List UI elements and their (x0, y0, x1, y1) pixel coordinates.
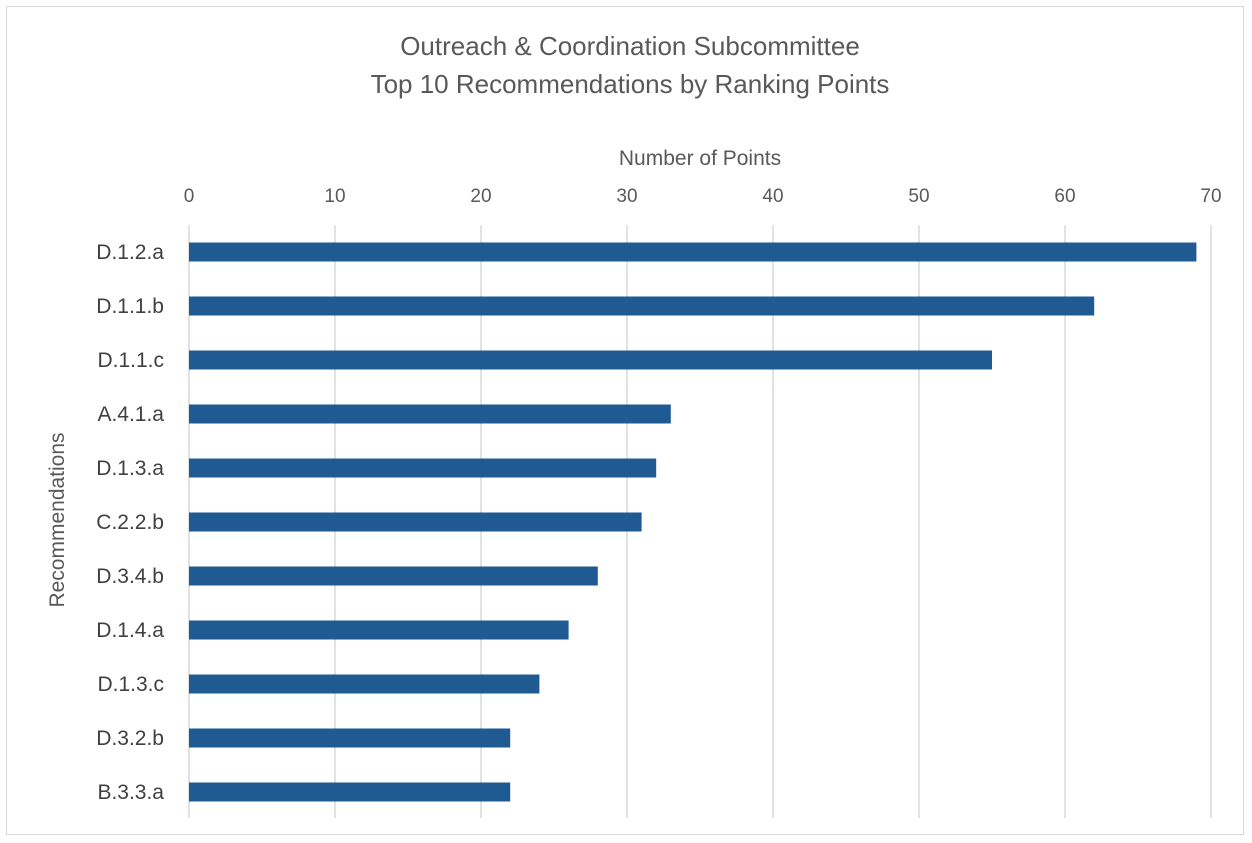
x-axis-title: Number of Points (619, 147, 781, 170)
x-tick-label: 50 (908, 186, 929, 207)
bar-D.1.3.c (189, 674, 540, 694)
bar-D.1.4.a (189, 620, 569, 640)
bar-D.3.2.b (189, 728, 511, 748)
bar-A.4.1.a (189, 404, 671, 424)
chart-title: Outreach & Coordination Subcommittee (400, 31, 860, 61)
x-tick-label: 20 (470, 186, 491, 207)
x-tick-label: 70 (1200, 186, 1221, 207)
bar-C.2.2.b (189, 512, 642, 532)
x-tick-label: 60 (1054, 186, 1075, 207)
category-labels: D.1.2.a D.1.1.b D.1.1.c A.4.1.a D.1.3.a C.2.2… (96, 241, 164, 804)
bar-D.3.4.b (189, 566, 598, 586)
category-label: D.3.2.b (96, 727, 164, 750)
bar-D.1.2.a (189, 242, 1197, 262)
bar-D.1.3.a (189, 458, 657, 478)
bar-B.3.3.a (189, 782, 511, 802)
x-tick-label: 0 (184, 186, 195, 207)
category-label: D.1.3.a (96, 457, 164, 480)
category-label: D.3.4.b (96, 565, 164, 588)
category-label: C.2.2.b (96, 511, 164, 534)
gridlines (188, 225, 1212, 818)
x-tick-label: 10 (324, 186, 345, 207)
x-tick-label: 30 (616, 186, 637, 207)
category-label: D.1.3.c (97, 673, 164, 696)
category-label: B.3.3.a (97, 781, 164, 804)
category-label: D.1.2.a (96, 241, 164, 264)
x-tick-label: 40 (762, 186, 783, 207)
chart-subtitle: Top 10 Recommendations by Ranking Points (371, 69, 890, 99)
bar-D.1.1.c (189, 350, 992, 370)
bar-D.1.1.b (189, 296, 1095, 316)
y-axis-title: Recommendations (46, 432, 69, 607)
category-label: A.4.1.a (97, 403, 164, 426)
category-label: D.1.1.c (97, 349, 164, 372)
x-tick-labels: 0 10 20 30 40 50 60 70 (184, 186, 1222, 207)
category-label: D.1.1.b (96, 295, 164, 318)
bars (189, 242, 1197, 802)
category-label: D.1.4.a (96, 619, 164, 642)
